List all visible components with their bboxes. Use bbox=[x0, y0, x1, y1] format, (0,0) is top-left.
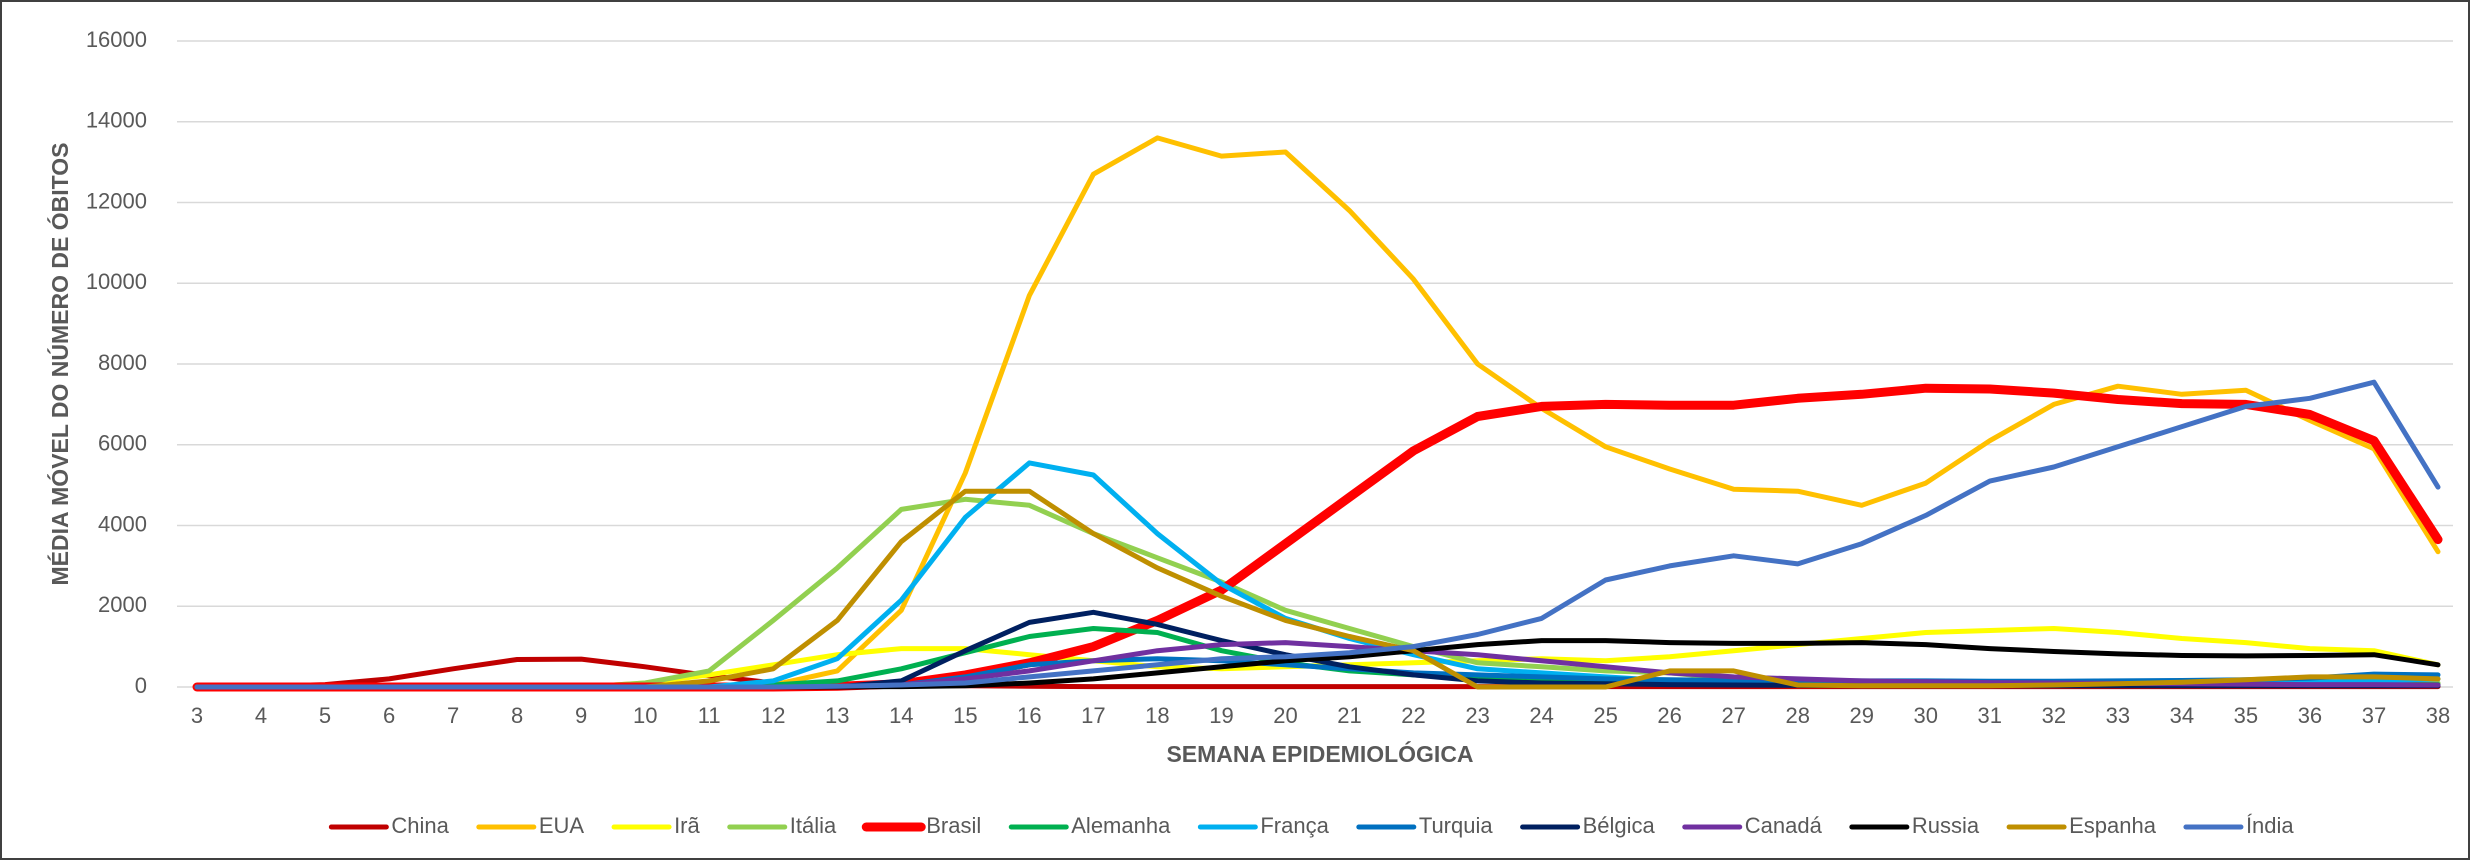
legend-label: China bbox=[391, 813, 449, 838]
x-tick-label: 27 bbox=[1721, 703, 1745, 728]
x-tick-label: 30 bbox=[1914, 703, 1938, 728]
x-tick-label: 21 bbox=[1337, 703, 1361, 728]
x-tick-label: 12 bbox=[761, 703, 785, 728]
legend-label: Turquia bbox=[1419, 813, 1494, 838]
x-tick-label: 23 bbox=[1465, 703, 1489, 728]
x-tick-label: 36 bbox=[2298, 703, 2322, 728]
y-tick-label: 6000 bbox=[98, 431, 147, 456]
y-tick-label: 2000 bbox=[98, 592, 147, 617]
x-tick-label: 10 bbox=[633, 703, 657, 728]
legend-label: Russia bbox=[1912, 813, 1980, 838]
x-tick-label: 33 bbox=[2106, 703, 2130, 728]
x-tick-label: 34 bbox=[2170, 703, 2194, 728]
x-tick-label: 15 bbox=[953, 703, 977, 728]
x-tick-label: 9 bbox=[575, 703, 587, 728]
legend-label: Espanha bbox=[2069, 813, 2157, 838]
legend-label: Irã bbox=[674, 813, 700, 838]
x-tick-label: 25 bbox=[1593, 703, 1617, 728]
x-tick-label: 13 bbox=[825, 703, 849, 728]
x-tick-label: 20 bbox=[1273, 703, 1297, 728]
x-tick-label: 7 bbox=[447, 703, 459, 728]
y-tick-label: 8000 bbox=[98, 350, 147, 375]
legend-label: Alemanha bbox=[1071, 813, 1171, 838]
y-tick-label: 16000 bbox=[86, 27, 147, 52]
y-axis-title: MÉDIA MÓVEL DO NÚMERO DE ÓBITOS bbox=[46, 143, 73, 586]
x-tick-label: 38 bbox=[2426, 703, 2450, 728]
series-line bbox=[194, 379, 2441, 690]
legend: China EUA Irã Itália Brasil Alemanha França Tur… bbox=[328, 813, 2294, 838]
y-tick-label: 14000 bbox=[86, 108, 147, 133]
x-tick-label: 35 bbox=[2234, 703, 2258, 728]
x-tick-label: 5 bbox=[319, 703, 331, 728]
x-tick-label: 22 bbox=[1401, 703, 1425, 728]
x-tick-label: 26 bbox=[1657, 703, 1681, 728]
x-tick-label: 14 bbox=[889, 703, 913, 728]
x-tick-label: 8 bbox=[511, 703, 523, 728]
legend-label: Índia bbox=[2246, 813, 2294, 838]
x-tick-label: 11 bbox=[698, 703, 721, 728]
x-tick-label: 6 bbox=[383, 703, 395, 728]
x-axis-title: SEMANA EPIDEMIOLÓGICA bbox=[1166, 740, 1473, 767]
x-tick-label: 17 bbox=[1081, 703, 1105, 728]
legend-label: Canadá bbox=[1745, 813, 1823, 838]
x-tick-label: 29 bbox=[1850, 703, 1874, 728]
x-tick-label: 32 bbox=[2042, 703, 2066, 728]
x-tick-label: 31 bbox=[1978, 703, 2002, 728]
legend-label: Brasil bbox=[926, 813, 981, 838]
y-tick-label: 12000 bbox=[86, 188, 147, 213]
y-tick-label: 4000 bbox=[98, 511, 147, 536]
x-tick-label: 18 bbox=[1145, 703, 1169, 728]
y-tick-label: 10000 bbox=[86, 269, 147, 294]
x-tick-label: 16 bbox=[1017, 703, 1041, 728]
x-tick-label: 19 bbox=[1209, 703, 1233, 728]
legend-label: EUA bbox=[539, 813, 585, 838]
x-tick-label: 24 bbox=[1529, 703, 1553, 728]
x-tick-label: 28 bbox=[1785, 703, 1809, 728]
x-tick-label: 3 bbox=[191, 703, 203, 728]
y-tick-label: 0 bbox=[135, 673, 147, 698]
x-tick-label: 4 bbox=[255, 703, 267, 728]
legend-label: Bélgica bbox=[1583, 813, 1656, 838]
x-tick-label: 37 bbox=[2362, 703, 2386, 728]
legend-label: França bbox=[1260, 813, 1329, 838]
legend-label: Itália bbox=[790, 813, 837, 838]
